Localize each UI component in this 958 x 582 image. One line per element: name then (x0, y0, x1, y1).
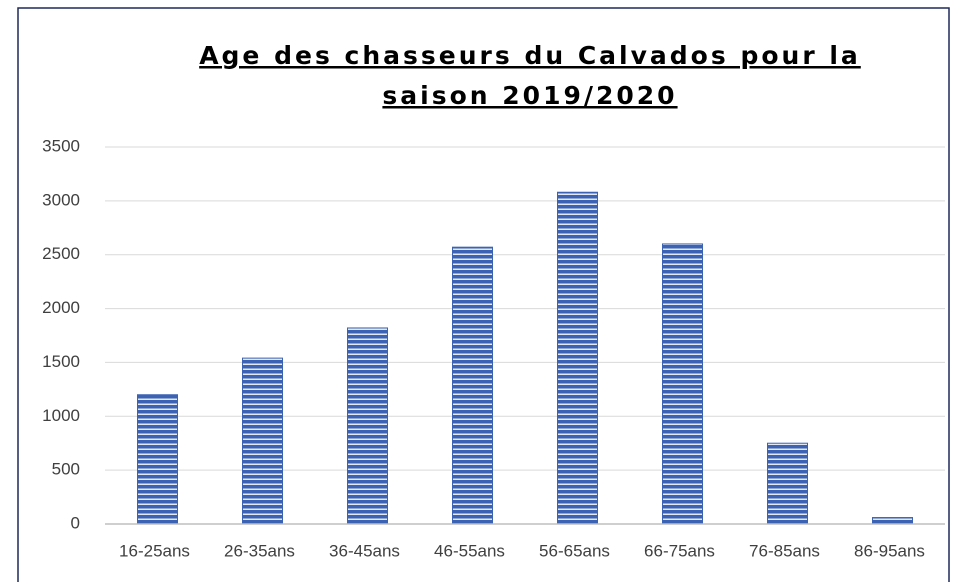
y-tick-label: 500 (52, 460, 80, 479)
frame (17, 7, 950, 582)
chart-title: saison 2019/2020 (382, 81, 677, 110)
y-tick-label: 2000 (42, 298, 80, 317)
x-tick-label: 76-85ans (749, 541, 820, 560)
y-tick-label: 1000 (42, 406, 80, 425)
bar (137, 394, 178, 525)
y-tick-label: 3000 (42, 190, 80, 209)
x-tick-label: 26-35ans (224, 541, 295, 560)
x-tick-label: 86-95ans (854, 541, 925, 560)
bar (452, 246, 493, 525)
chart-title: Age des chasseurs du Calvados pour la (199, 41, 861, 70)
y-tick-label: 0 (71, 513, 80, 532)
bar (872, 517, 913, 525)
x-tick-label: 46-55ans (434, 541, 505, 560)
bar (242, 357, 283, 525)
bar (347, 327, 388, 525)
x-tick-label: 56-65ans (539, 541, 610, 560)
y-tick-label: 2500 (42, 244, 80, 263)
x-tick-label: 16-25ans (119, 541, 190, 560)
bar (662, 243, 703, 525)
x-tick-label: 66-75ans (644, 541, 715, 560)
bar (557, 191, 598, 525)
y-tick-label: 1500 (42, 352, 80, 371)
bar (767, 442, 808, 525)
x-tick-label: 36-45ans (329, 541, 400, 560)
y-tick-label: 3500 (42, 136, 80, 155)
